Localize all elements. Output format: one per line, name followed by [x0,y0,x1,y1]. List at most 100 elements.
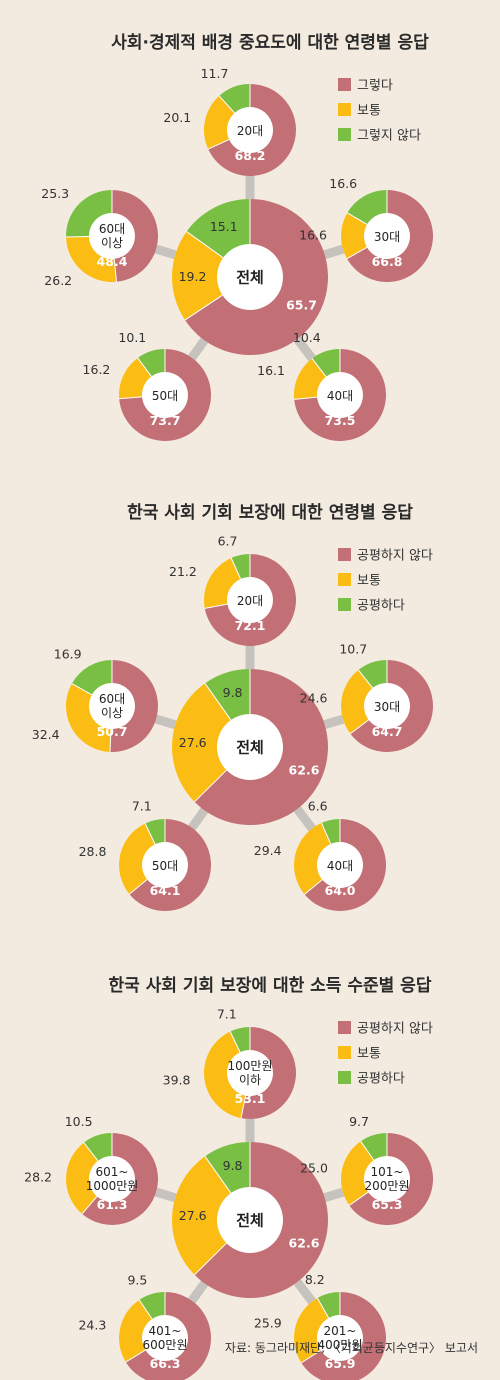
donut-slice [186,199,250,258]
donut-slice [172,231,224,321]
donut-slice [145,819,165,845]
value-label: 21.2 [169,564,197,579]
legend-swatch [338,573,351,586]
value-label: 29.4 [254,843,282,858]
donut-slice [204,1142,250,1194]
value-label: 16.1 [257,363,285,378]
donut-slice [294,1297,329,1363]
donut-slice [294,349,387,441]
donut-center-label: 30대 [374,700,400,714]
value-label: 27.6 [179,735,207,750]
value-label-main: 65.3 [372,1197,403,1212]
legend-swatch [338,1021,351,1034]
legend-swatch [338,78,351,91]
value-label: 28.2 [24,1169,52,1184]
value-label: 8.2 [305,1272,325,1287]
donut-center-label: 100만원 이하 [228,1059,273,1087]
value-label-main: 62.6 [289,763,320,778]
donut-slice [294,822,331,895]
legend-label: 그렇지 않다 [357,129,421,144]
slice-divider [240,1095,247,1119]
center-label-line: 60대 [99,692,125,706]
slice-divider [125,1349,146,1363]
value-label: 24.6 [300,690,328,705]
slice-divider [304,879,323,895]
value-label-main: 73.5 [325,413,356,428]
donut-slice [294,358,327,400]
donut-slice [194,669,328,826]
donut-center-label: 60대 이상 [99,692,125,720]
slice-divider [109,728,112,752]
donut-center-label: 전체 [236,269,264,287]
slice-divider [316,1297,330,1319]
value-label-main: 61.3 [97,1197,128,1212]
donut-slice [304,819,386,911]
slice-divider [194,769,227,803]
donut-slice [112,190,158,282]
value-label-main: 53.1 [235,1091,266,1106]
center-label-line: 400만원 [318,1338,363,1352]
center-label-line: 이상 [101,706,123,720]
value-label: 16.6 [329,176,357,191]
value-label-main: 68.2 [235,148,266,163]
legend-label: 보통 [357,574,381,589]
donut-slice [65,1142,98,1214]
legend-label: 공평하다 [357,599,405,614]
value-label: 19.2 [179,269,207,284]
legend-swatch [338,1046,351,1059]
donut-slice [358,660,387,689]
chart-title: 사회·경제적 배경 중요도에 대한 연령별 응답 [111,32,429,53]
value-label-main: 48.4 [97,254,128,269]
value-label-main: 65.7 [286,298,317,313]
donut-center-label: 101~ 200만원 [365,1165,410,1193]
slice-divider [357,669,374,689]
donut-center-label: 40대 [327,859,353,873]
donut-slice [184,199,328,355]
slice-divider [204,603,228,609]
slice-divider [311,358,327,378]
slice-divider [301,1350,321,1364]
slice-divider [294,396,318,400]
center-label-line: 이상 [101,236,123,250]
center-label-line: 100만원 [228,1059,273,1073]
chart-title: 한국 사회 기회 보장에 대한 연령별 응답 [127,502,413,523]
donut-center-label: 50대 [152,859,178,873]
slice-divider [218,95,235,114]
legend-swatch [338,103,351,116]
center-label-line: 101~ [371,1165,404,1179]
value-label: 32.4 [32,727,60,742]
legend-swatch [338,548,351,561]
donut-slice [204,554,296,646]
value-label-main: 65.9 [325,1356,356,1371]
legend-swatch [338,598,351,611]
donut-slice [83,1133,112,1161]
legend-swatch [338,1071,351,1084]
slice-divider [229,1031,241,1053]
value-label-main: 62.6 [289,1236,320,1251]
center-label-line: 201~ [324,1324,357,1338]
donut-slice [347,190,387,225]
donut-center-label: 401~ 600만원 [143,1324,188,1352]
value-label: 9.8 [223,1158,243,1173]
donut-center-label: 전체 [236,1212,264,1230]
donut-slice [66,236,117,282]
value-label: 6.6 [308,798,328,813]
donut-slice [204,1031,246,1119]
donut-slice [230,1027,250,1053]
value-label: 10.4 [293,330,321,345]
slice-divider [204,683,232,721]
donut-center-label: 50대 [152,389,178,403]
legend-label: 보통 [357,104,381,119]
center-label-line: 이하 [239,1073,261,1087]
donut-slice [118,823,156,895]
value-label: 20.1 [163,110,191,125]
value-label: 11.7 [201,66,229,81]
slice-divider [144,823,156,845]
value-label: 39.8 [163,1073,191,1088]
donut-slice [341,212,368,259]
donut-center-label: 60대 이상 [99,222,125,250]
